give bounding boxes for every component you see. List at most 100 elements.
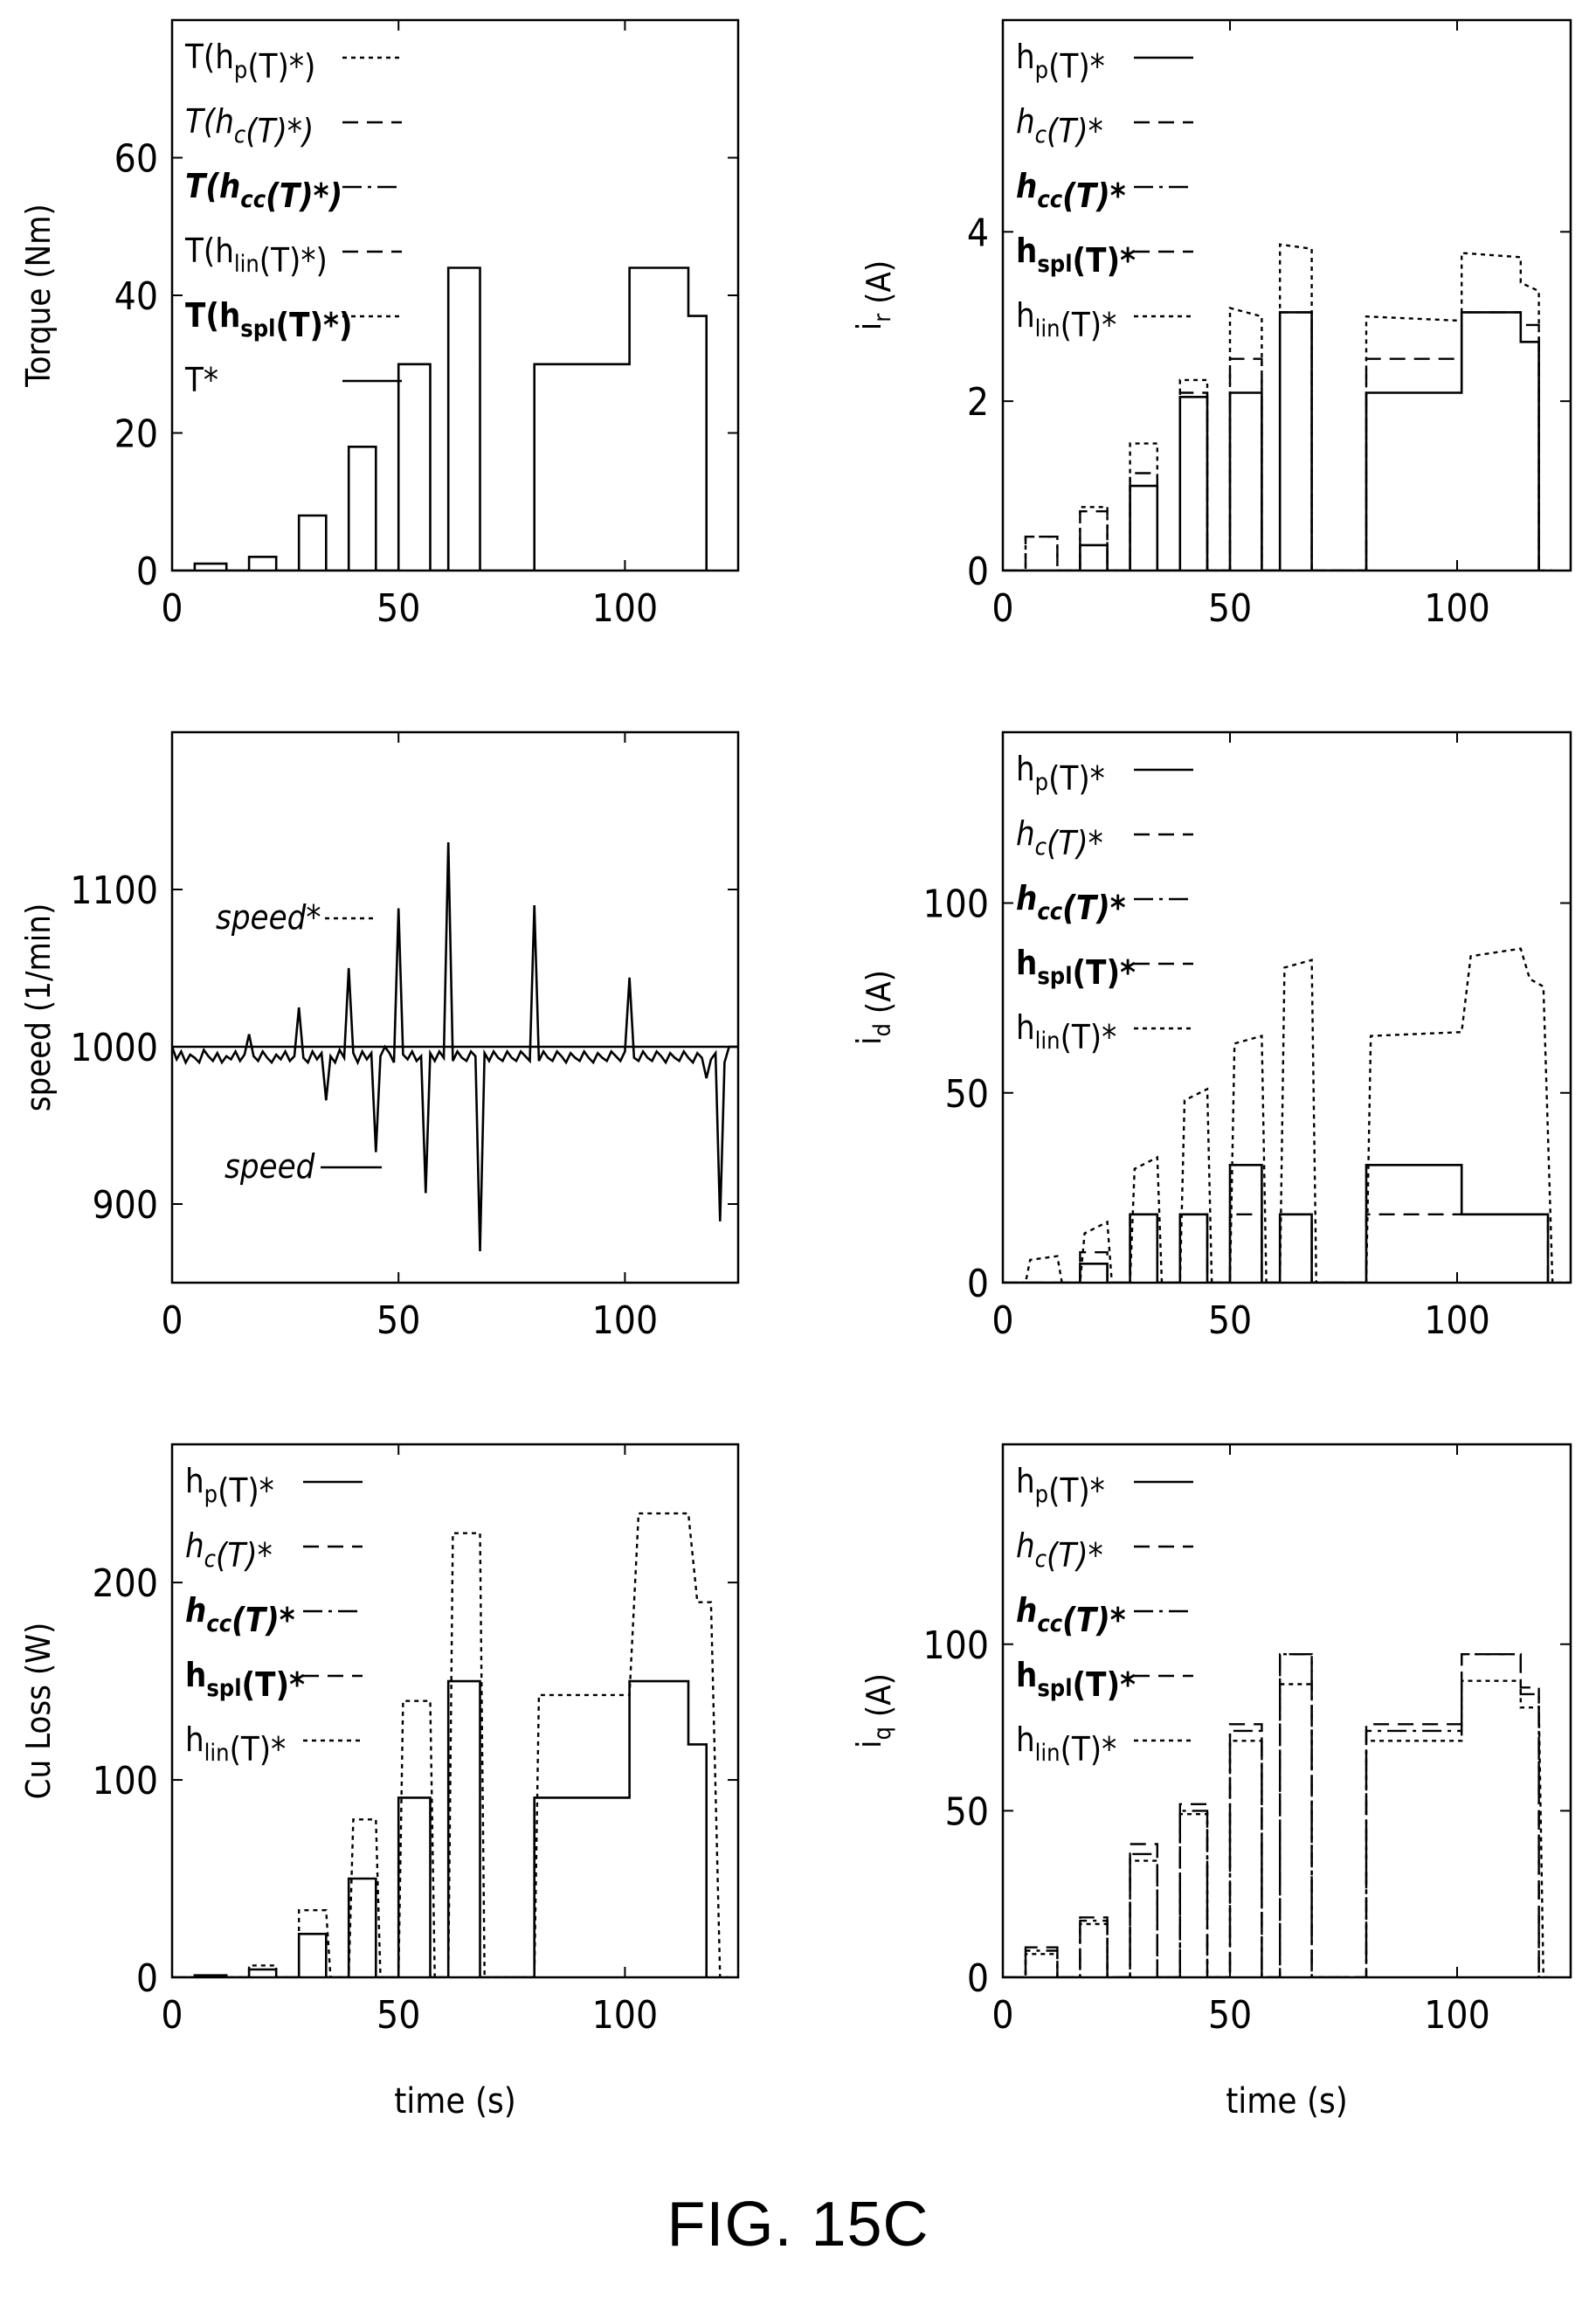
legend-label: hlin(T)*: [1016, 1008, 1116, 1056]
legend-label: hc(T)*: [1016, 1526, 1103, 1575]
y-tick-label: 20: [114, 412, 158, 457]
x-tick-label: 0: [161, 1298, 183, 1343]
figure-caption: FIG. 15C: [667, 2190, 929, 2260]
series-line: [1003, 947, 1571, 1283]
y-axis-label: Cu Loss (W): [19, 1623, 58, 1800]
y-tick-label: 100: [922, 1623, 989, 1668]
panel-id: 0 50 100 0 50 100 id (A) hp(T)* hc(T)* hcc(T)* hsp…: [850, 730, 1572, 1343]
x-axis-label: time (s): [394, 2081, 516, 2121]
series-line: [172, 266, 708, 571]
legend-label: hc(T)*: [1016, 102, 1103, 150]
x-tick-label: 0: [991, 1298, 1013, 1343]
panel-ir: 0 50 100 0 2 4 ir (A) hp(T)* hc(T)* hcc(T)* hspl(T…: [850, 18, 1572, 631]
legend-label: T*: [184, 361, 218, 399]
y-tick-label: 2: [967, 380, 989, 425]
legend-label: hlin(T)*: [1016, 1720, 1116, 1768]
legend-label: hcc(T)*: [1016, 1591, 1126, 1639]
legend-label: hcc(T)*: [1016, 879, 1126, 927]
y-tick-label: 40: [114, 274, 158, 319]
legend-label: hlin(T)*: [1016, 296, 1116, 344]
series-group: [172, 266, 708, 571]
legend-label: hp(T)*: [1016, 1462, 1105, 1510]
x-tick-label: 50: [1208, 1298, 1252, 1343]
y-axis-label: speed (1/min): [19, 903, 58, 1112]
y-axis-label: id (A): [850, 970, 898, 1045]
legend-label: hspl(T)*: [185, 1656, 305, 1704]
series-line: [172, 841, 738, 1252]
legend-label: speed*: [216, 898, 321, 937]
panel-culoss: 0 50 100 0 100 200 Cu Loss (W) time (s) hp(T)* hc…: [19, 1443, 740, 2121]
y-tick-label: 0: [967, 550, 989, 594]
legend-label: hp(T)*: [1016, 750, 1105, 798]
x-tick-label: 100: [592, 1993, 659, 2038]
legend-label: T(hc(T)*): [185, 102, 314, 150]
series-line: [1003, 1213, 1550, 1283]
y-axis-label: ir (A): [850, 260, 898, 330]
x-tick-label: 100: [1424, 1993, 1490, 2038]
legend-label: T(hspl(T)*): [185, 296, 353, 344]
legend-label: T(hp(T)*): [184, 38, 315, 86]
y-tick-label: 50: [945, 1072, 989, 1117]
x-tick-label: 0: [991, 586, 1013, 631]
y-tick-label: 4: [967, 211, 989, 255]
legend-label: hp(T)*: [1016, 38, 1105, 86]
y-tick-label: 900: [92, 1183, 158, 1228]
x-tick-label: 100: [1424, 586, 1490, 631]
panel-speed: 0 50 100 900 1000 1100 speed (1/min) speed* spee…: [19, 730, 740, 1343]
y-tick-label: 0: [967, 1262, 989, 1306]
series-line: [1003, 243, 1553, 571]
y-tick-label: 100: [922, 883, 989, 927]
legend-label: hspl(T)*: [1016, 232, 1136, 280]
plot-frame: [170, 18, 740, 572]
legend-label: hlin(T)*: [185, 1720, 286, 1768]
legend-label: hcc(T)*: [185, 1591, 295, 1639]
panel-iq: 0 50 100 0 50 100 iq (A) time (s) hp(T)* hc(T)* hc…: [850, 1443, 1572, 2121]
plot-frame: [170, 1443, 740, 1979]
plot-frame: [1001, 730, 1572, 1284]
y-tick-label: 0: [967, 1956, 989, 2001]
y-tick-label: 1100: [70, 869, 158, 913]
x-tick-label: 100: [592, 586, 659, 631]
y-tick-label: 0: [136, 550, 158, 594]
x-tick-label: 50: [1208, 1993, 1252, 2038]
legend-label: hcc(T)*: [1016, 167, 1126, 215]
y-axis-label: iq (A): [850, 1673, 898, 1748]
x-tick-label: 50: [1208, 586, 1252, 631]
series-line: [1003, 311, 1540, 571]
legend-label: T(hlin(T)*): [184, 232, 328, 280]
series-group: [172, 1512, 729, 1977]
plot-frame: [170, 730, 740, 1284]
series-group: [1003, 1652, 1553, 1977]
y-tick-label: 100: [92, 1759, 158, 1803]
x-tick-label: 50: [377, 586, 420, 631]
legend-label: hc(T)*: [185, 1526, 273, 1575]
x-tick-label: 0: [161, 1993, 183, 2038]
y-tick-label: 60: [114, 137, 158, 182]
y-tick-label: 200: [92, 1561, 158, 1606]
legend-label: speed: [225, 1147, 315, 1186]
legend-label: T(hcc(T)*): [185, 167, 342, 215]
x-tick-label: 0: [991, 1993, 1013, 2038]
x-tick-label: 50: [377, 1993, 420, 2038]
plot-frame: [1001, 1443, 1572, 1979]
y-tick-label: 1000: [70, 1026, 158, 1070]
series-group: [1003, 243, 1553, 571]
series-group: [172, 841, 738, 1252]
legend-label: hspl(T)*: [1016, 1656, 1136, 1704]
series-line: [1003, 311, 1540, 571]
legend-label: hspl(T)*: [1016, 944, 1136, 992]
panel-torque: 0 50 100 0 20 40 60 Torque (Nm) T(hp(T)*) T(hc(T)…: [19, 18, 740, 631]
legend-label: hc(T)*: [1016, 814, 1103, 862]
y-tick-label: 0: [136, 1956, 158, 2001]
x-tick-label: 0: [161, 586, 183, 631]
series-line: [1003, 1164, 1550, 1283]
y-tick-label: 50: [945, 1789, 989, 1834]
y-axis-label: Torque (Nm): [19, 204, 58, 388]
x-tick-label: 100: [592, 1298, 659, 1343]
series-line: [172, 1679, 708, 1977]
x-axis-label: time (s): [1226, 2081, 1348, 2121]
legend-label: hp(T)*: [185, 1462, 274, 1510]
series-group: [1003, 947, 1571, 1283]
series-line: [1003, 1679, 1553, 1977]
